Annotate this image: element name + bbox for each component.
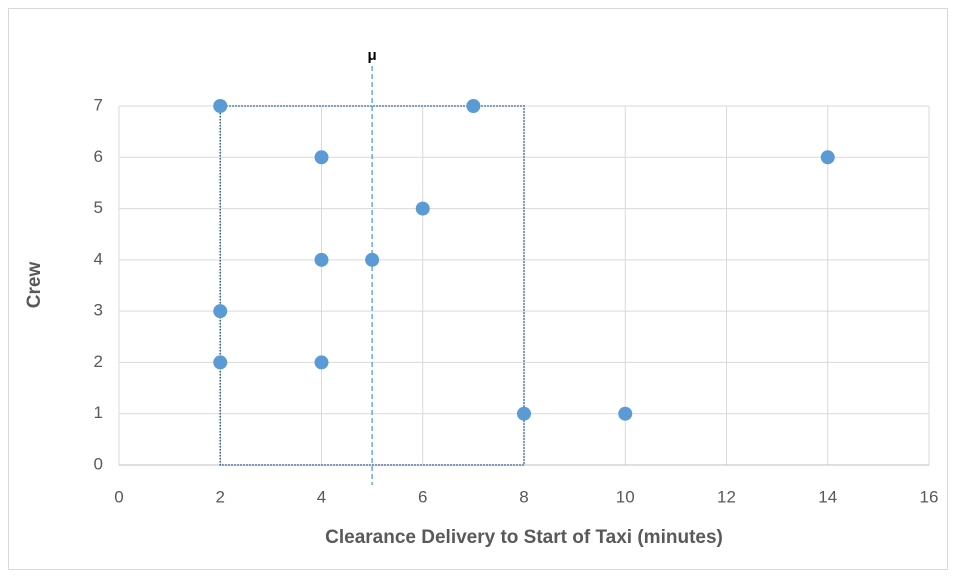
x-tick-label: 12: [717, 487, 736, 506]
chart-frame: [8, 8, 948, 570]
x-tick-label: 6: [418, 487, 427, 506]
range-box: [219, 105, 525, 466]
data-point: [213, 304, 228, 319]
data-point: [415, 201, 430, 216]
data-point: [365, 252, 380, 267]
mean-label: μ: [368, 47, 377, 64]
x-tick-label: 16: [920, 487, 939, 506]
y-tick-label: 6: [94, 147, 103, 166]
y-tick-label: 3: [94, 301, 103, 320]
x-tick-label: 8: [519, 487, 528, 506]
x-tick-label: 0: [114, 487, 123, 506]
x-axis-title: Clearance Delivery to Start of Taxi (min…: [325, 527, 723, 548]
data-point: [466, 99, 481, 113]
y-tick-label: 0: [94, 454, 103, 473]
data-point: [314, 150, 329, 165]
y-tick-label: 7: [94, 95, 103, 114]
x-tick-label: 2: [216, 487, 225, 506]
data-point: [618, 406, 633, 421]
x-tick-label: 10: [616, 487, 635, 506]
data-point: [820, 150, 835, 165]
x-tick-label: 14: [818, 487, 837, 506]
data-point: [213, 99, 228, 113]
y-tick-label: 4: [94, 249, 103, 268]
data-point: [314, 252, 329, 267]
y-tick-label: 2: [94, 352, 103, 371]
y-tick-label: 5: [94, 198, 103, 217]
data-point: [213, 355, 228, 370]
data-point: [314, 355, 329, 370]
y-tick-label: 1: [94, 403, 103, 422]
data-point: [517, 406, 531, 421]
y-axis-title: Crew: [24, 262, 45, 309]
x-tick-label: 4: [317, 487, 326, 506]
